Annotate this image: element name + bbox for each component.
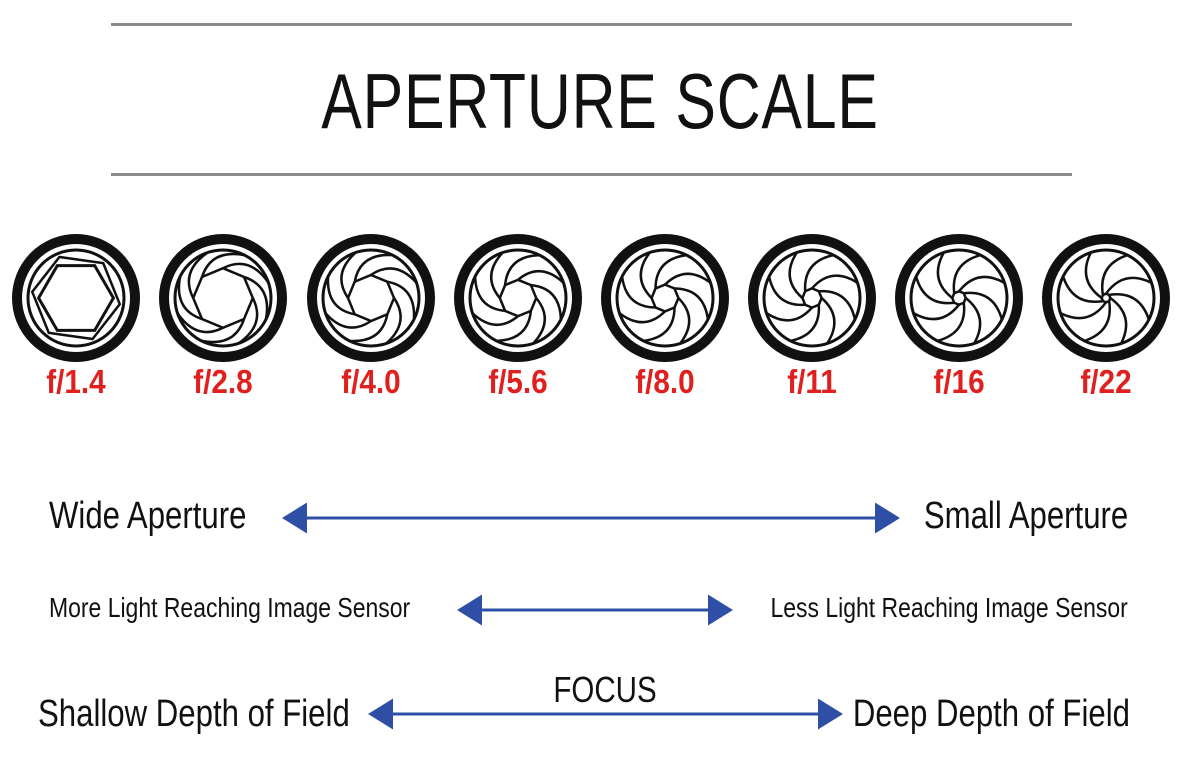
- more-light-label: More Light Reaching Image Sensor: [49, 592, 411, 623]
- depth-double-arrow: [368, 698, 843, 730]
- less-light-label: Less Light Reaching Image Sensor: [770, 592, 1128, 623]
- f-stop-label: f/1.4: [46, 363, 106, 400]
- aperture-icon: [12, 234, 140, 362]
- focus-label: FOCUS: [553, 669, 657, 710]
- f-stop-label: f/11: [787, 363, 837, 400]
- aperture-icon: [895, 234, 1023, 362]
- page-title: APERTURE SCALE: [321, 57, 879, 145]
- aperture-icon: [601, 234, 729, 362]
- shallow-depth-label: Shallow Depth of Field: [38, 693, 350, 735]
- aperture-icon: [159, 234, 287, 362]
- bottom-divider: [111, 173, 1072, 176]
- light-double-arrow: [457, 594, 733, 626]
- f-stop-label: f/4.0: [341, 363, 401, 400]
- aperture-icon: [1042, 234, 1170, 362]
- aperture-icon: [307, 234, 435, 362]
- small-aperture-label: Small Aperture: [923, 495, 1128, 537]
- f-stop-label: f/2.8: [193, 363, 253, 400]
- f-stop-label: f/5.6: [488, 363, 548, 400]
- aperture-icons-row: [12, 234, 1170, 362]
- aperture-double-arrow: [282, 502, 900, 534]
- aperture-icon: [748, 234, 876, 362]
- top-divider: [111, 23, 1072, 26]
- wide-aperture-label: Wide Aperture: [49, 495, 247, 537]
- f-stop-label: f/22: [1080, 363, 1132, 400]
- deep-depth-label: Deep Depth of Field: [852, 693, 1130, 735]
- aperture-icon: [454, 234, 582, 362]
- f-stop-label: f/16: [933, 363, 985, 400]
- f-stop-label: f/8.0: [635, 363, 695, 400]
